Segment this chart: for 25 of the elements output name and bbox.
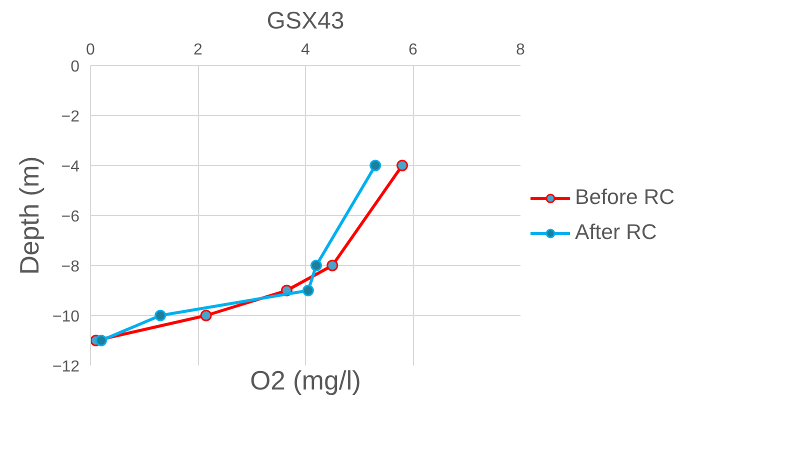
y-tick-label: −6 (61, 208, 80, 226)
point (154, 310, 166, 322)
point (326, 260, 338, 272)
y-tick-label: −10 (52, 308, 80, 326)
x-axis-title: O2 (mg/l) (250, 366, 362, 396)
point (396, 160, 408, 172)
x-tick-label: 4 (301, 42, 310, 58)
chart-title: GSX43 (266, 8, 344, 34)
y-tick-label: −12 (52, 358, 80, 376)
x-tick-label: 8 (516, 42, 526, 58)
y-tick-label: 0 (70, 58, 80, 76)
y-tick-label: −4 (61, 158, 80, 176)
y-tick-label: −2 (61, 108, 80, 126)
x-tick-label: 6 (408, 42, 418, 58)
point (200, 310, 212, 322)
legend-label: Before RC (575, 185, 675, 210)
x-tick-label: 2 (194, 42, 203, 58)
y-axis-title: Depth (m) (14, 156, 44, 275)
x-tick-label: 0 (86, 42, 96, 58)
point (370, 160, 382, 172)
point (310, 260, 322, 272)
y-tick-label: −8 (61, 258, 80, 276)
point (302, 284, 314, 296)
point (96, 334, 107, 346)
legend-label: After RC (575, 220, 657, 245)
